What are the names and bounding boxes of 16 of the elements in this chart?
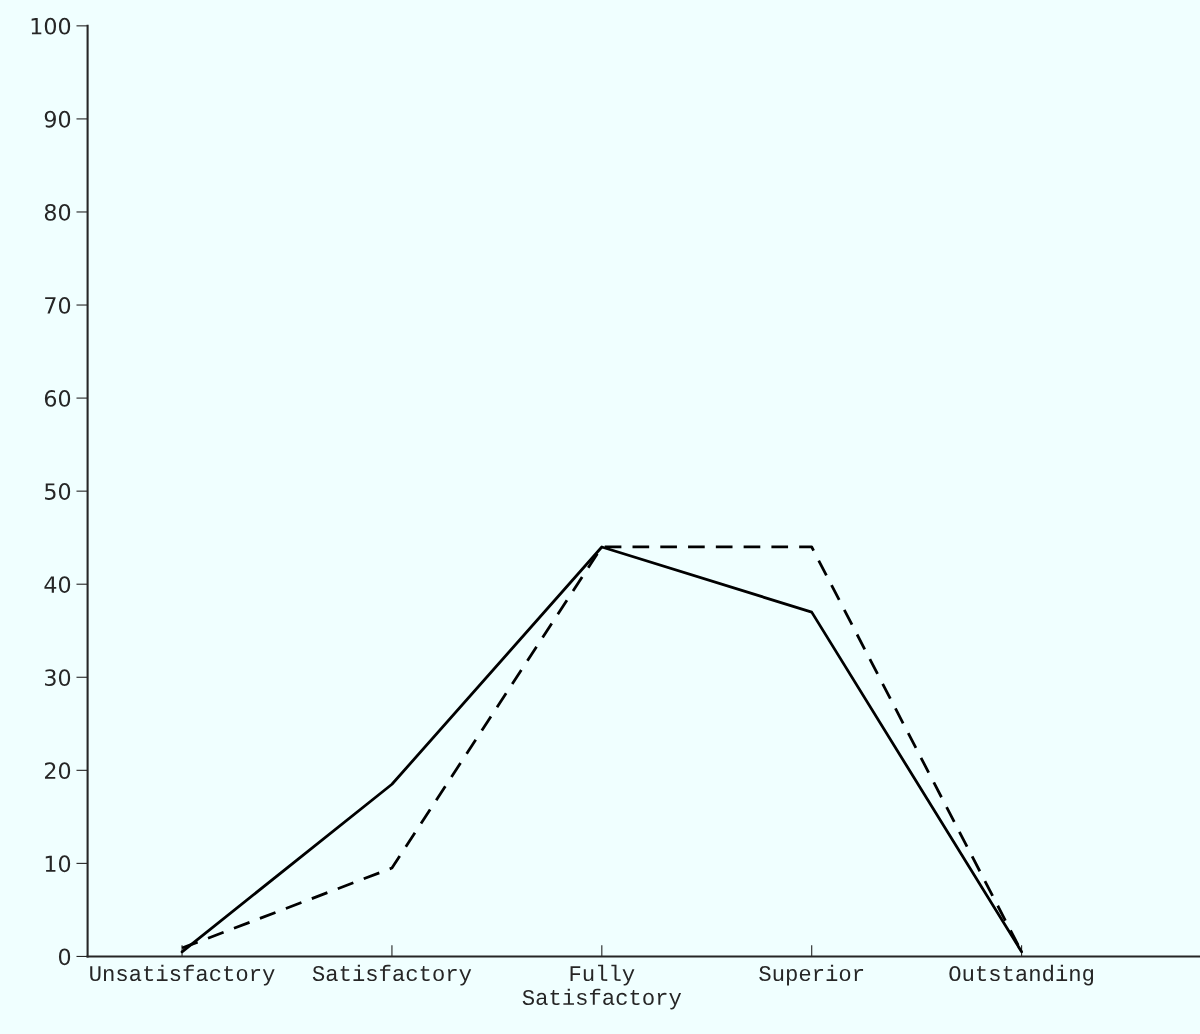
x-tick-label: Fully Satisfactory — [522, 964, 682, 1010]
y-tick-label: 60 — [44, 390, 71, 407]
y-tick-label: 90 — [44, 110, 71, 128]
y-tick-label: 40 — [44, 576, 71, 593]
x-tick-label: Satisfactory — [312, 964, 472, 986]
y-tick-label: 70 — [45, 296, 71, 314]
x-tick-label: Unsatisfactory — [90, 964, 275, 986]
y-tick-label: 80 — [44, 203, 71, 221]
y-tick-label: 20 — [44, 762, 71, 780]
y-tick-label: 30 — [45, 669, 71, 687]
y-tick-label: 100 — [31, 17, 71, 35]
y-tick-label: 10 — [45, 855, 71, 873]
y-tick-label: 50 — [45, 483, 71, 500]
x-tick-label: Outstanding — [949, 964, 1094, 986]
x-tick-label: Superior — [759, 964, 864, 986]
y-tick-label: 0 — [58, 948, 71, 966]
